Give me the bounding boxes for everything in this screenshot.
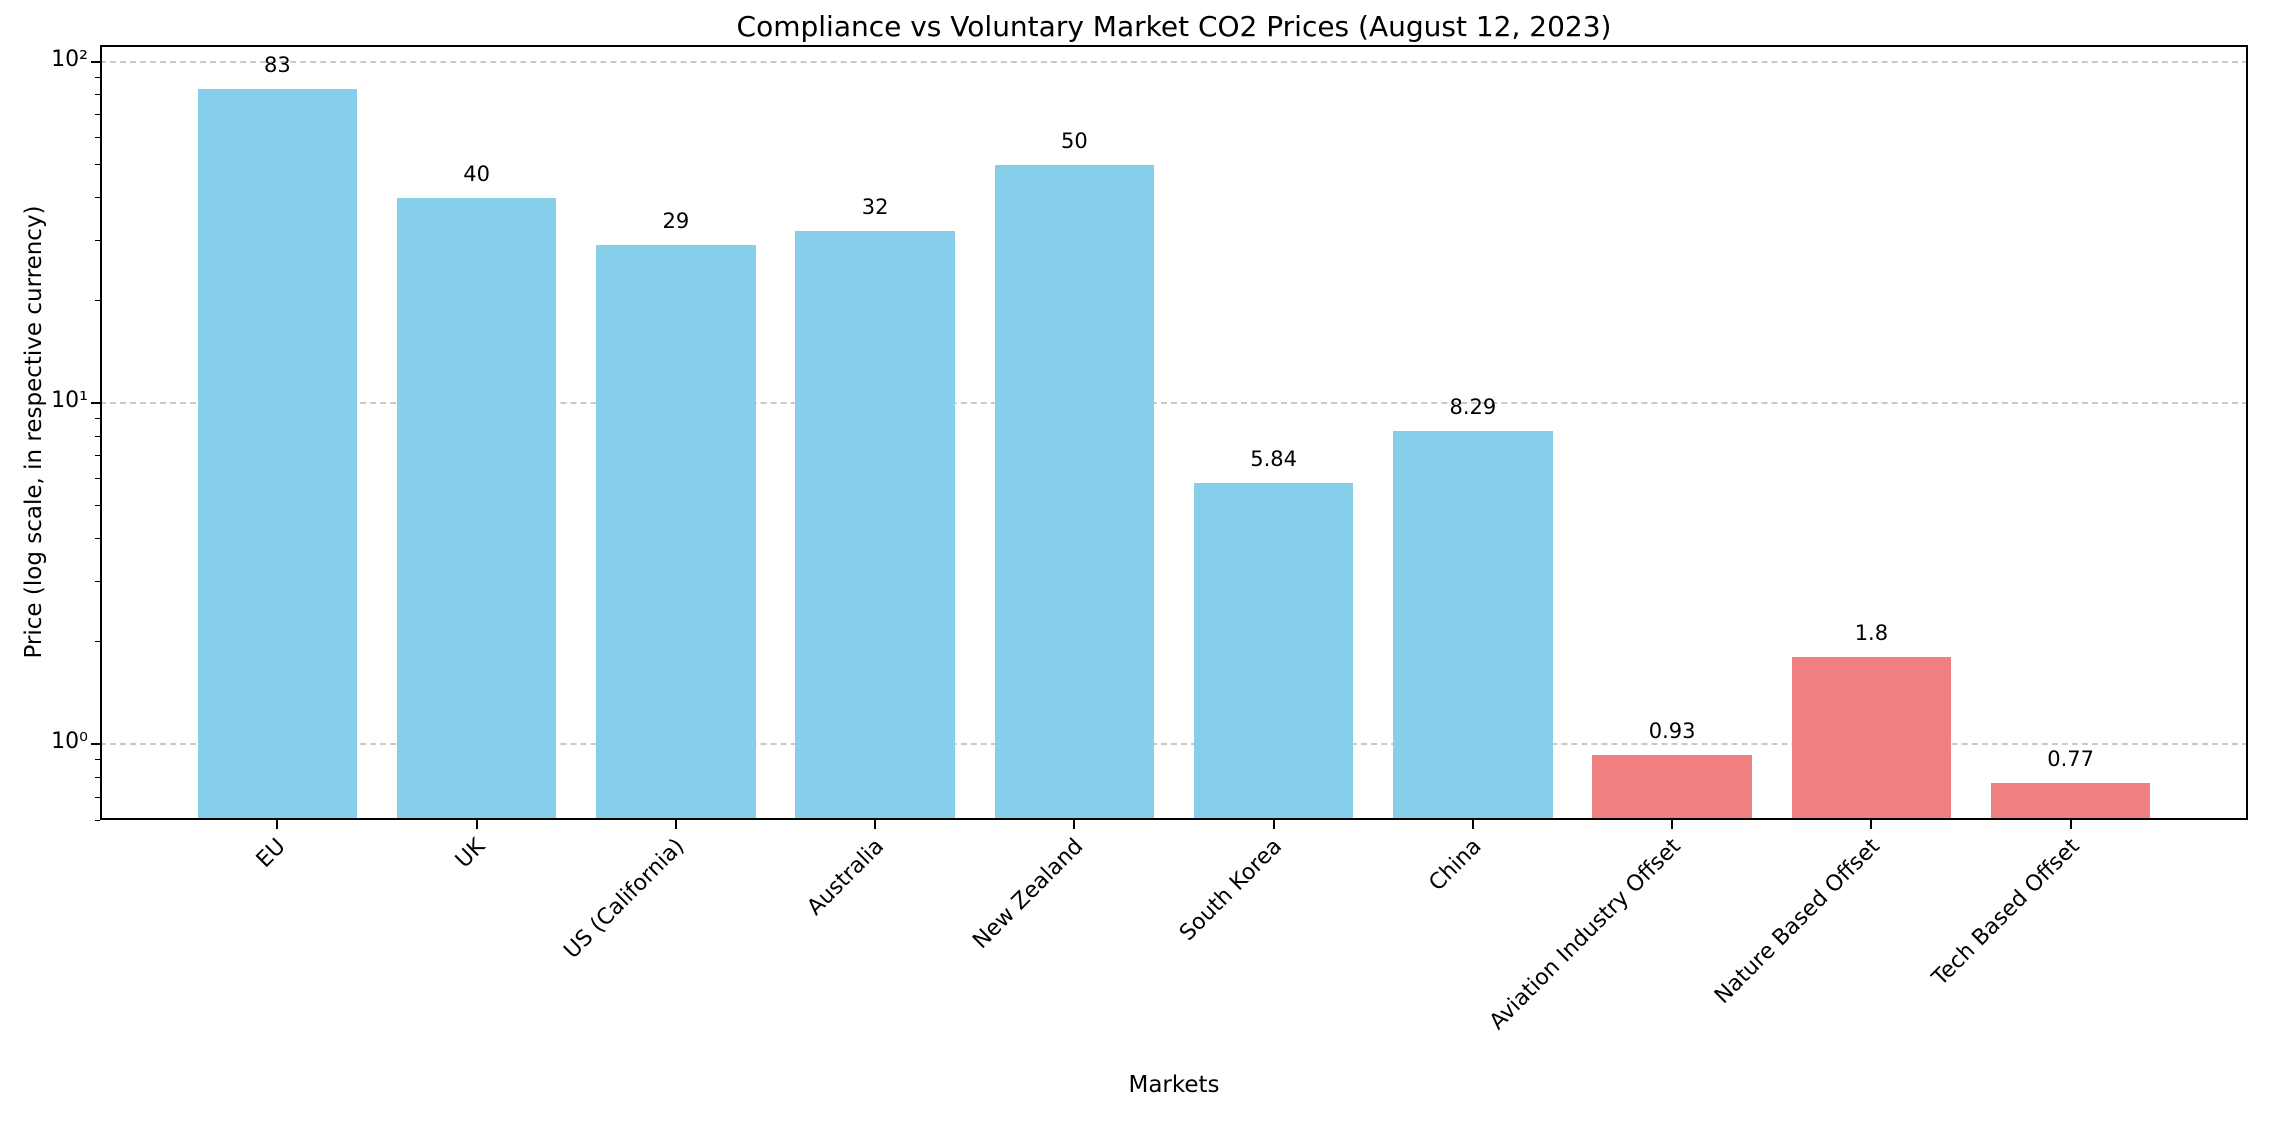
- x-tick-mark: [1272, 820, 1275, 829]
- y-minor-tick-mark: [95, 478, 100, 480]
- y-minor-tick-mark: [95, 580, 100, 582]
- x-tick-label: US (California): [559, 834, 690, 964]
- bar-value-label: 40: [463, 161, 490, 186]
- y-minor-tick-mark: [95, 776, 100, 778]
- bar-value-label: 1.8: [1854, 621, 1889, 646]
- bar: [1990, 783, 2151, 820]
- bar: [795, 230, 955, 820]
- x-tick-mark: [1073, 820, 1076, 829]
- x-tick-label: Nature Based Offset: [1710, 834, 1886, 1009]
- y-gridline: [100, 743, 2248, 746]
- y-tick-mark: [91, 402, 100, 405]
- bar-value-label: 32: [861, 194, 889, 219]
- x-tick-label: New Zealand: [968, 834, 1089, 954]
- x-tick-label: Australia: [802, 834, 889, 921]
- bar: [1193, 482, 1354, 820]
- y-tick-label: 10¹: [51, 388, 88, 414]
- x-tick-mark: [1870, 820, 1873, 829]
- bar-value-label: 0.93: [1648, 719, 1696, 744]
- bar-value-label: 29: [662, 209, 690, 234]
- y-minor-tick-mark: [95, 164, 100, 166]
- y-minor-tick-mark: [95, 759, 100, 761]
- bar: [1592, 755, 1752, 820]
- y-tick-label: 10⁰: [51, 729, 88, 755]
- y-gridline: [100, 402, 2248, 405]
- bar-value-label: 0.77: [2047, 747, 2095, 772]
- y-minor-tick-mark: [95, 76, 100, 78]
- x-tick-mark: [276, 820, 279, 829]
- bar: [1791, 657, 1952, 820]
- x-tick-label: Tech Based Offset: [1927, 834, 2085, 991]
- x-tick-label: UK: [451, 834, 491, 874]
- x-tick-label: EU: [252, 834, 292, 873]
- chart-title: Compliance vs Voluntary Market CO2 Price…: [736, 10, 1612, 43]
- x-tick-mark: [874, 820, 877, 829]
- y-minor-tick-mark: [95, 114, 100, 116]
- x-tick-label: China: [1424, 834, 1487, 897]
- y-minor-tick-mark: [95, 819, 100, 821]
- y-tick-mark: [91, 743, 100, 746]
- y-tick-label: 10²: [51, 46, 88, 72]
- bar-value-label: 8.29: [1449, 394, 1497, 419]
- y-axis-label: Price (log scale, in respective currency…: [21, 205, 47, 659]
- y-minor-tick-mark: [95, 137, 100, 138]
- y-minor-tick-mark: [95, 538, 100, 540]
- bar: [596, 245, 756, 820]
- y-minor-tick-mark: [95, 299, 100, 301]
- y-minor-tick-mark: [95, 641, 100, 643]
- bar-value-label: 5.84: [1250, 446, 1298, 471]
- bar: [1393, 430, 1553, 820]
- bar: [994, 164, 1155, 820]
- y-minor-tick-mark: [95, 796, 100, 798]
- x-axis-label: Markets: [1128, 1072, 1220, 1098]
- y-minor-tick-mark: [95, 455, 100, 457]
- bar-value-label: 83: [263, 53, 291, 78]
- bar: [197, 89, 358, 820]
- y-gridline: [100, 60, 2248, 63]
- x-tick-mark: [1671, 820, 1674, 829]
- y-minor-tick-mark: [95, 197, 100, 199]
- bar: [396, 197, 557, 820]
- x-tick-mark: [475, 820, 478, 829]
- x-tick-mark: [674, 820, 677, 829]
- y-minor-tick-mark: [95, 435, 100, 437]
- y-minor-tick-mark: [95, 505, 100, 507]
- x-tick-label: Aviation Industry Offset: [1484, 834, 1686, 1035]
- bar-value-label: 50: [1060, 128, 1088, 153]
- y-minor-tick-mark: [95, 239, 100, 241]
- x-tick-label: South Korea: [1175, 834, 1288, 946]
- y-minor-tick-mark: [95, 94, 100, 96]
- x-tick-mark: [1471, 820, 1474, 829]
- y-minor-tick-mark: [95, 418, 100, 420]
- x-tick-mark: [2069, 820, 2072, 829]
- y-tick-mark: [91, 60, 100, 63]
